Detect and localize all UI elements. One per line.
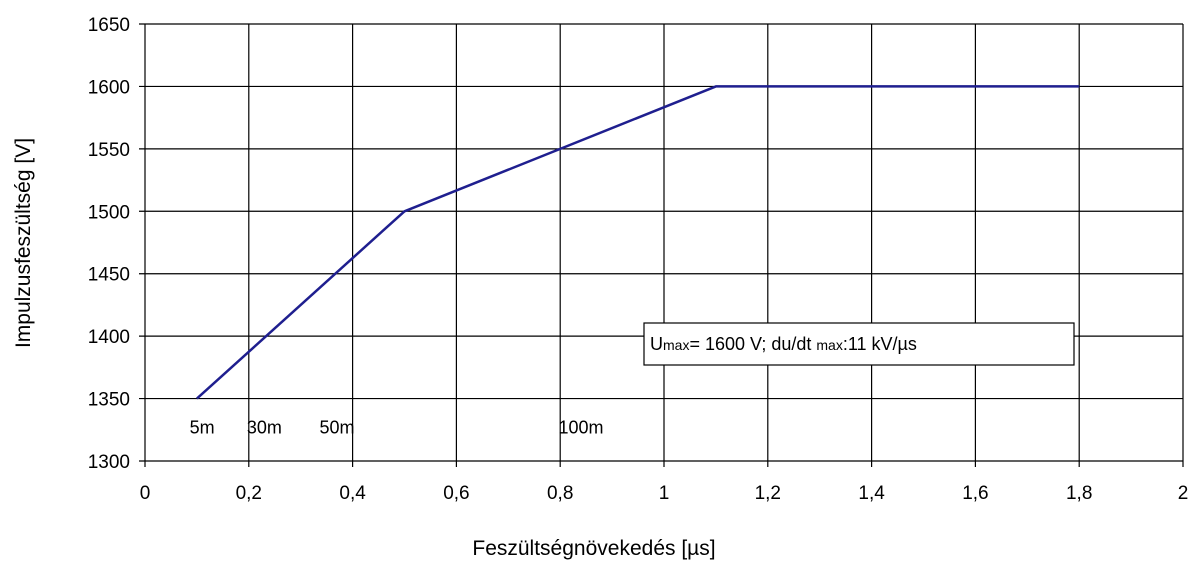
annotations: 5m 30m 50m 100m (190, 418, 604, 438)
x-tick-label: 0 (140, 483, 151, 504)
y-tick-labels: 1300 1350 1400 1450 1500 1550 1600 1650 (88, 15, 130, 473)
x-tick-label: 0,8 (547, 483, 573, 504)
curve-annotation: 100m (558, 418, 603, 438)
x-tick-label: 2 (1178, 483, 1189, 504)
info-box-sub1: max (663, 337, 689, 353)
y-tick-label: 1450 (88, 265, 130, 286)
x-tick-label: 0,2 (236, 483, 262, 504)
y-tick-label: 1650 (88, 15, 130, 36)
x-tick-label: 1,2 (755, 483, 781, 504)
curve-annotation: 50m (320, 418, 355, 438)
info-box-middle: = 1600 V; du/dt (689, 334, 816, 354)
info-box-suffix: :11 kV/µs (843, 334, 917, 354)
x-tick-label: 0,6 (443, 483, 469, 504)
y-tick-label: 1600 (88, 77, 130, 98)
x-tick-label: 0,4 (339, 483, 366, 504)
info-box: Umax= 1600 V; du/dt max:11 kV/µs (643, 322, 1075, 366)
info-box-text: Umax= 1600 V; du/dt max:11 kV/µs (650, 334, 917, 354)
info-box-sub2: max (816, 337, 842, 353)
y-tick-label: 1550 (88, 140, 130, 161)
series (196, 85, 1080, 400)
y-tick-label: 1400 (88, 327, 130, 348)
curve-annotation: 5m (190, 418, 215, 438)
x-tick-label: 1,4 (858, 483, 885, 504)
y-tick-label: 1350 (88, 390, 130, 411)
info-box-prefix: U (650, 334, 663, 354)
x-tick-labels: 0 0,2 0,4 0,6 0,8 1 1,2 1,4 1,6 1,8 2 (140, 483, 1189, 504)
x-tick-label: 1 (659, 483, 670, 504)
info-box-frame (643, 322, 1075, 366)
y-tick-label: 1300 (88, 452, 130, 473)
x-tick-label: 1,6 (962, 483, 988, 504)
y-tick-label: 1500 (88, 202, 130, 223)
curve-annotation: 30m (247, 418, 282, 438)
x-axis-title: Feszültségnövekedés [µs] (472, 537, 715, 560)
series-line (196, 85, 1080, 400)
y-axis-title: Impulzusfeszültség [V] (12, 138, 35, 348)
x-tick-label: 1,8 (1066, 483, 1092, 504)
grid (139, 23, 1184, 467)
